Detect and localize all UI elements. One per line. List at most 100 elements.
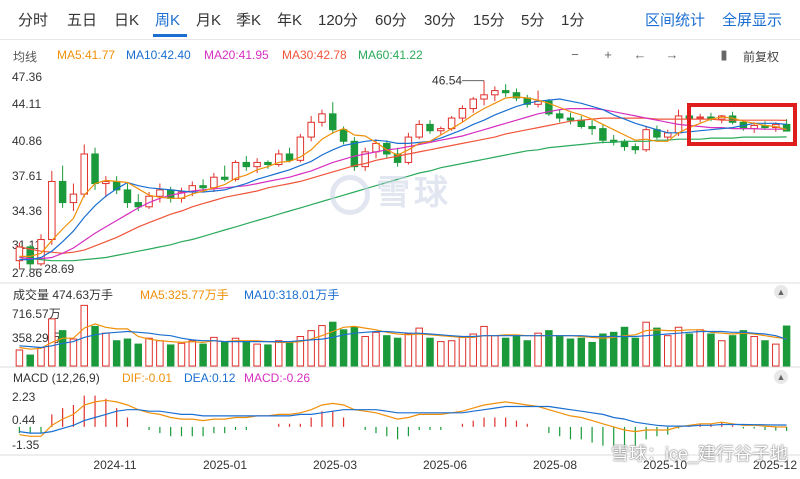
ma10-line [19,98,787,261]
volume-bar [339,329,348,367]
volume-collapse-icon[interactable]: ▲ [774,285,788,299]
tab-yearly-k[interactable]: 年K [277,12,303,29]
volume-bar [80,304,88,367]
candle-body [166,189,175,199]
candle-body [296,136,305,161]
volume-bar [653,327,661,367]
candle-body [210,176,218,189]
volume-bar [264,344,272,367]
candle-body [199,185,207,189]
macd-legend-title: MACD (12,26,9) [13,371,100,385]
candle-body [253,161,261,168]
volume-bar [372,331,380,367]
volume-bar [166,344,175,367]
price-adjust-select[interactable]: 前复权 [743,50,780,64]
volume-bar [199,343,207,367]
volume-bar [707,333,715,367]
candle-body [566,117,575,121]
tab-quarterly-k[interactable]: 季K [236,12,262,29]
candle-body [48,180,56,241]
y-label-macd: 0.44 [12,413,36,427]
candle-body [663,132,672,138]
candle-body [609,139,618,142]
volume-bar [718,340,726,367]
tab-60min[interactable]: 60分 [375,12,407,29]
volume-bar [577,337,586,367]
fullscreen-link[interactable]: 全屏显示 [722,12,783,29]
volume-bar [599,333,607,367]
x-label: 2025-12 [752,458,798,472]
candle-body [156,189,164,197]
macd-value-legend: MACD:-0.26 [244,371,311,385]
tab-five-day[interactable]: 五日 [67,12,98,29]
ma60-legend: MA60:41.22 [358,48,423,62]
volume-bar [609,331,618,367]
volume-bar [728,335,737,367]
volume-bar [523,340,532,367]
volume-bar [231,337,240,367]
volume-bar [426,337,434,367]
volume-bar [220,341,229,367]
period-tab-bar: 分时 五日 日K 周K 月K 季K 年K 120分 60分 30分 15分 5分… [0,0,800,40]
candle-body [480,94,488,100]
tab-monthly-k[interactable]: 月K [196,12,222,29]
volume-bar [501,337,510,367]
xueqiu-logo-icon [330,175,370,216]
candle-body [329,113,337,131]
volume-ma10-line [19,330,787,349]
macd-collapse-icon[interactable]: ▲ [774,370,788,384]
volume-bar [437,341,445,367]
tab-weekly-k[interactable]: 周K [155,12,181,29]
xueqiu-watermark: 雪球 [330,165,452,216]
tab-15min[interactable]: 15分 [473,12,505,29]
volume-bar [393,337,402,367]
volume-bar [145,337,153,367]
tab-120min[interactable]: 120分 [318,12,359,29]
volume-bar [37,346,45,367]
candle-body [307,121,315,138]
volume-bar [674,326,683,367]
volume-bar [318,325,326,367]
candle-body [437,128,445,132]
tab-5min[interactable]: 5分 [521,12,545,29]
candle-body [69,193,78,204]
ma30-line [19,117,787,254]
volume-bar [112,340,121,367]
x-label: 2025-03 [312,458,358,472]
candle-body [426,123,434,132]
volume-bar [285,341,294,367]
tab-daily-k[interactable]: 日K [114,12,140,29]
plus-icon[interactable]: + [604,47,612,62]
tab-30min[interactable]: 30分 [424,12,456,29]
candle-body [102,180,110,185]
pause-icon[interactable]: ▮ [720,47,728,62]
candle-body [318,113,326,123]
interval-stats-link[interactable]: 区间统计 [645,12,706,29]
volume-bar [296,336,305,367]
x-label: 2025-01 [202,458,248,472]
volume-bar [534,332,542,367]
tab-1min[interactable]: 1分 [561,12,585,29]
candle-body [631,146,640,151]
candle-body [588,126,596,130]
minus-icon[interactable]: − [571,47,579,62]
arrow-right-icon[interactable]: → [665,47,679,62]
candle-body [512,92,521,99]
volume-legend-title: 成交量 474.63万手 [13,288,114,302]
volume-bar [447,340,456,367]
low-price-label: 28.69 [44,262,74,276]
volume-bar [123,338,132,367]
candle-body [372,142,380,153]
volume-bar [555,335,564,367]
volume-bar [102,332,110,367]
candle-body [264,161,272,166]
arrow-left-icon[interactable]: ← [633,47,647,62]
volume-bar [545,330,553,367]
volume-bar [26,354,34,367]
volume-bar [631,337,640,367]
candle-body [577,119,586,128]
volume-bar [750,336,758,367]
tab-intraday[interactable]: 分时 [18,12,49,29]
macd-dea-line [19,405,787,434]
